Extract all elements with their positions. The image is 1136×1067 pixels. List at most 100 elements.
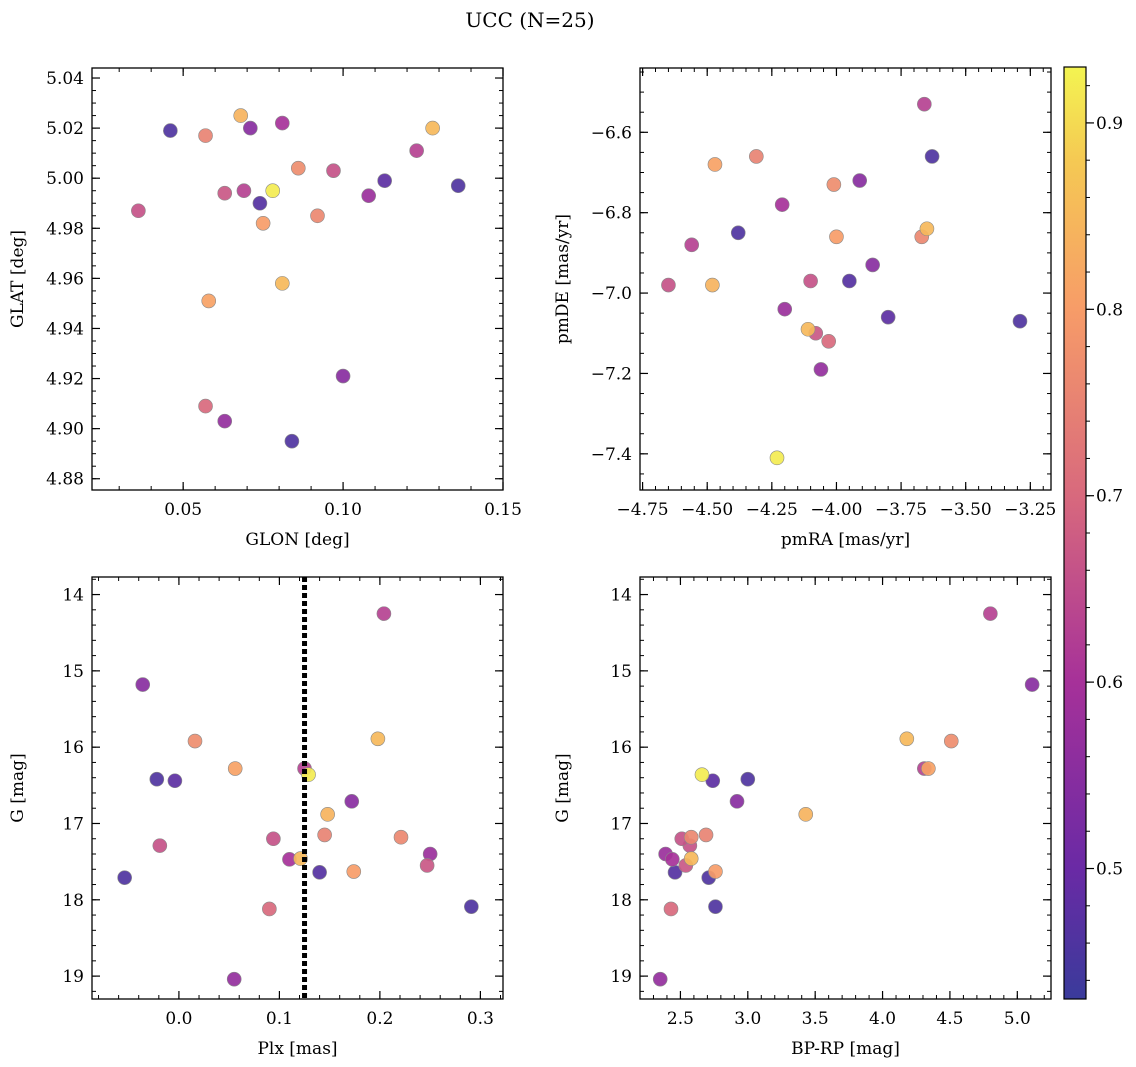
y-tick-label: 19 — [62, 967, 84, 987]
data-point — [310, 208, 325, 224]
data-point — [777, 301, 793, 317]
data-point — [683, 851, 699, 866]
data-point — [163, 123, 178, 138]
y-tick-label: 4.92 — [46, 370, 84, 390]
data-point — [1024, 677, 1040, 692]
data-point — [201, 293, 217, 309]
y-tick-label: 16 — [62, 738, 84, 758]
x-axis-label: pmRA [mas/yr] — [781, 530, 910, 550]
y-axis-label: pmDE [mas/yr] — [553, 214, 573, 344]
data-point — [236, 183, 252, 199]
data-point — [266, 831, 281, 847]
data-point — [663, 901, 679, 917]
data-point — [865, 257, 880, 273]
data-point — [924, 149, 940, 164]
data-point — [217, 413, 233, 429]
data-point — [464, 899, 479, 914]
data-point — [684, 237, 699, 253]
axes-frame — [639, 67, 1052, 491]
x-axis-label: Plx [mas] — [257, 1039, 337, 1059]
y-tick-label: 15 — [62, 662, 84, 682]
data-point — [730, 225, 746, 241]
y-tick-label: 4.90 — [46, 420, 84, 440]
data-point — [346, 864, 362, 879]
y-tick-label: −7.2 — [591, 364, 632, 384]
data-point — [852, 173, 868, 188]
data-point — [377, 173, 392, 189]
y-tick-label: −6.8 — [591, 204, 632, 224]
y-tick-label: 5.04 — [46, 69, 84, 89]
data-point — [320, 807, 335, 822]
y-tick-label: 18 — [62, 891, 84, 911]
data-point — [729, 794, 745, 809]
y-tick-label: 5.00 — [46, 169, 84, 189]
x-tick-label: 5.0 — [1004, 1009, 1031, 1029]
data-point — [708, 899, 723, 914]
data-point — [326, 163, 341, 178]
data-point — [813, 362, 829, 377]
data-point — [275, 115, 290, 131]
figure-title: UCC (N=25) — [465, 8, 594, 32]
axes-frame — [91, 67, 504, 491]
data-point — [419, 858, 435, 873]
points — [652, 606, 1040, 987]
colorbar-tick-label: 0.6 — [1096, 673, 1123, 693]
data-point — [135, 677, 151, 692]
data-point — [425, 120, 440, 136]
data-point — [198, 128, 213, 143]
data-point — [450, 178, 466, 194]
data-point — [842, 273, 857, 289]
x-tick-label: −4.00 — [810, 500, 862, 520]
pm-panel: −4.75 −4.50 −4.25 −4.00 −3.75 −3.50 −3.25 −7.4 −… — [553, 67, 1056, 550]
y-tick-label: 14 — [62, 586, 84, 606]
data-point — [152, 838, 168, 853]
data-point — [652, 971, 668, 987]
x-tick-label: −3.75 — [875, 500, 927, 520]
data-point — [226, 971, 242, 987]
colorbar-frame — [1063, 66, 1087, 1000]
data-point — [740, 771, 756, 787]
plx-g-panel: 0.0 0.1 0.2 0.3 14 15 16 17 18 19 Plx [mas] G [mag] — [8, 576, 504, 1059]
data-point — [262, 901, 277, 917]
y-tick-label: −7.0 — [591, 284, 632, 304]
y-tick-label: −7.4 — [591, 445, 632, 465]
data-point — [376, 606, 392, 621]
points — [117, 606, 479, 987]
panels: 0.05 0.10 0.154.884.904.924.944.964.985.00… — [8, 67, 1056, 1059]
x-tick-label: 0.0 — [165, 1009, 192, 1029]
data-point — [317, 827, 332, 843]
data-point — [943, 733, 959, 749]
data-point — [393, 829, 409, 845]
x-tick-label: 3.5 — [802, 1009, 829, 1029]
x-axis-label: GLON [deg] — [245, 530, 349, 550]
data-point — [255, 215, 271, 231]
x-tick-label: 2.5 — [667, 1009, 694, 1029]
x-tick-label: 0.10 — [324, 500, 362, 520]
data-point — [800, 321, 816, 337]
data-point — [694, 767, 710, 782]
x-tick-label: −3.25 — [1004, 500, 1056, 520]
axes-frame — [91, 576, 504, 1000]
x-tick-label: −4.75 — [617, 500, 669, 520]
y-tick-label: 4.88 — [46, 470, 84, 490]
data-point — [707, 157, 723, 172]
y-tick-label: 16 — [610, 738, 632, 758]
data-point — [217, 185, 233, 201]
colorbar: 0.5 0.6 0.7 0.8 0.9 — [1063, 66, 1123, 1000]
data-point — [769, 450, 785, 466]
data-point — [252, 195, 268, 211]
y-tick-label: 17 — [62, 814, 84, 834]
axes-frame — [639, 576, 1052, 1000]
y-tick-label: 4.98 — [46, 219, 84, 239]
points — [131, 108, 466, 449]
y-axis-label: GLAT [deg] — [8, 230, 28, 328]
y-tick-label: 18 — [610, 891, 632, 911]
x-tick-label: 0.2 — [366, 1009, 393, 1029]
x-tick-label: 0.05 — [164, 500, 202, 520]
x-tick-label: 0.3 — [467, 1009, 494, 1029]
data-point — [117, 870, 132, 885]
data-point — [698, 827, 714, 843]
y-tick-label: 17 — [610, 814, 632, 834]
data-point — [665, 852, 680, 867]
data-point — [880, 309, 896, 325]
